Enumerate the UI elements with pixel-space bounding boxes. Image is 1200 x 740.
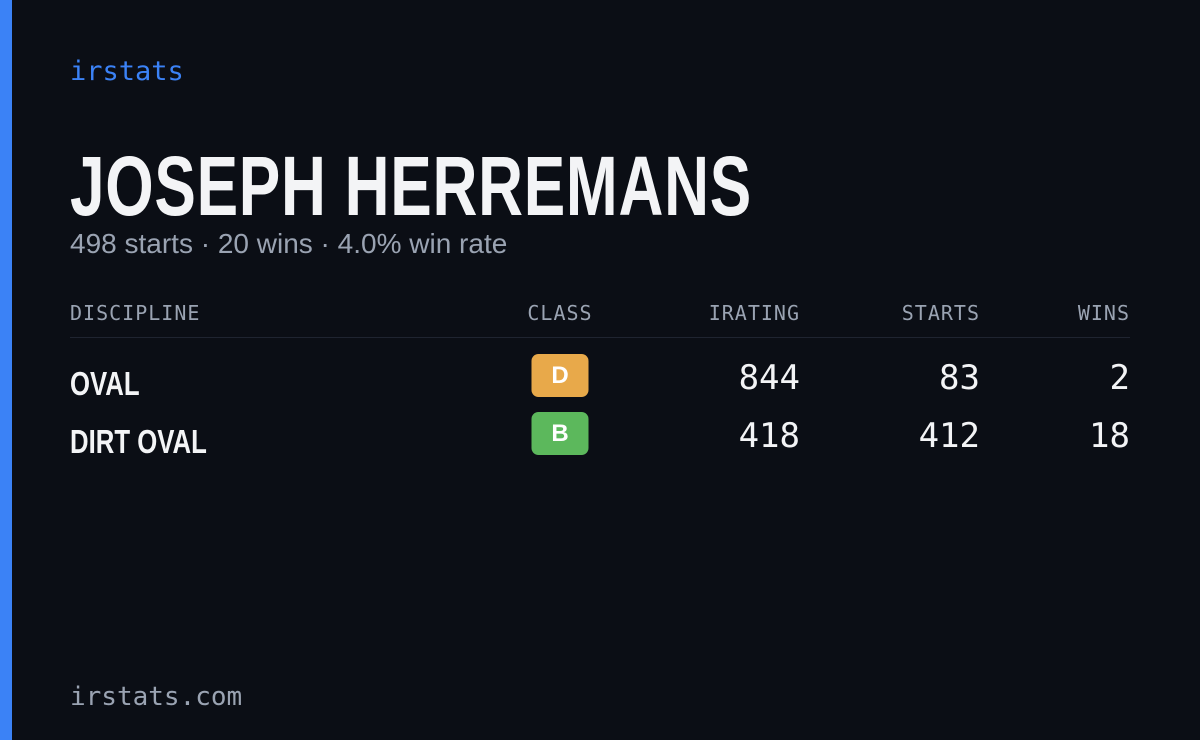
stat-value: 2 [1109,358,1130,398]
header-rule [70,337,1130,338]
class-badge: B [531,412,589,455]
accent-bar [0,0,12,740]
class-badge: D [531,354,589,397]
stat-value: 844 [738,358,800,398]
footer: irstats.com [70,682,243,712]
summary: 498 starts · 20 wins · 4.0% win rate [70,228,508,259]
column-header: CLASS [527,301,593,325]
column-header: WINS [1077,301,1130,325]
driver-name: JOSEPH HERREMANS [70,139,752,233]
brand: irstats [70,56,184,87]
discipline: OVAL [70,365,140,402]
column-header: STARTS [901,301,980,325]
discipline: DIRT OVAL [70,423,207,460]
stat-value: 418 [738,416,800,456]
stat-value: 412 [918,416,980,456]
stat-value: 18 [1089,416,1130,456]
column-header: IRATING [708,301,800,325]
stat-value: 83 [939,358,980,398]
column-header: DISCIPLINE [70,301,201,325]
